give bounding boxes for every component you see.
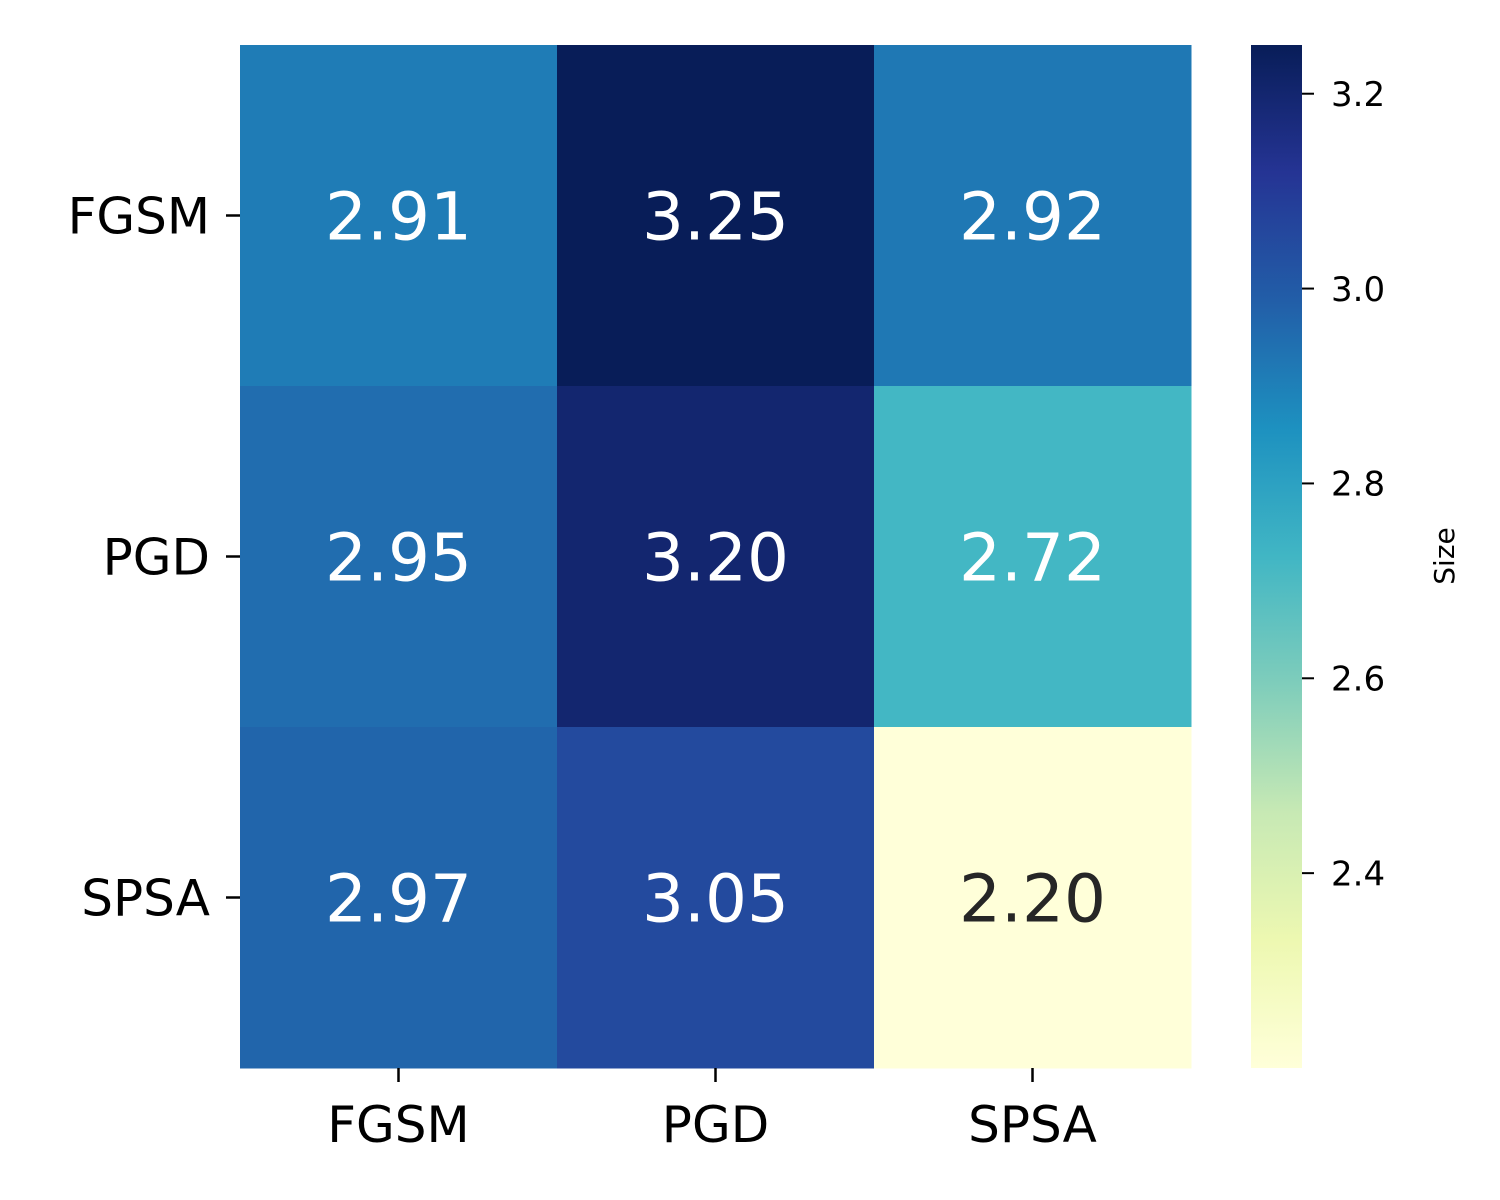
heatmap-cell-labels: 2.91 3.25 2.92 2.95 3.20 2.72 2.97 3.05 2.20 <box>325 178 1106 937</box>
heatmap-cell-spsa-fgsm <box>240 727 558 1069</box>
heatmap-cell-pgd-fgsm <box>240 386 558 728</box>
colorbar-gradient <box>1251 45 1302 1068</box>
colorbar-ticks: 2.4 2.6 2.8 3.0 3.2 <box>1302 75 1385 894</box>
cell-value-label: 2.91 <box>325 178 472 255</box>
y-tick-label: SPSA <box>81 870 210 928</box>
cell-value-label: 3.25 <box>642 178 789 255</box>
heatmap-cell-pgd-pgd <box>557 386 875 728</box>
cell-value-label: 3.05 <box>642 860 789 937</box>
heatmap-cell-fgsm-fgsm <box>240 45 558 387</box>
heatmap-cell-spsa-spsa <box>874 727 1192 1069</box>
heatmap-cell-pgd-spsa <box>874 386 1192 728</box>
cell-value-label: 2.97 <box>325 860 472 937</box>
colorbar-tick-label: 2.4 <box>1331 854 1385 894</box>
heatmap-cell-fgsm-pgd <box>557 45 875 387</box>
cell-value-label: 2.20 <box>959 860 1106 937</box>
y-tick-label: FGSM <box>68 188 210 246</box>
heatmap-cell-fgsm-spsa <box>874 45 1192 387</box>
heatmap-cell-spsa-pgd <box>557 727 875 1069</box>
cell-value-label: 2.72 <box>959 519 1106 596</box>
colorbar-tick-label: 3.0 <box>1331 270 1385 310</box>
colorbar: 2.4 2.6 2.8 3.0 3.2 Size <box>1251 45 1461 1068</box>
cell-value-label: 2.95 <box>325 519 472 596</box>
y-tick-label: PGD <box>103 529 210 587</box>
colorbar-tick-label: 2.6 <box>1331 660 1385 700</box>
colorbar-tick-label: 3.2 <box>1331 75 1385 115</box>
x-tick-label: FGSM <box>327 1096 469 1154</box>
x-tick-label: SPSA <box>968 1096 1097 1154</box>
colorbar-label: Size <box>1428 527 1461 584</box>
heatmap-cells <box>240 45 1192 1069</box>
cell-value-label: 3.20 <box>642 519 789 596</box>
cell-value-label: 2.92 <box>959 178 1106 255</box>
colorbar-tick-label: 2.8 <box>1331 465 1385 505</box>
y-axis: FGSM PGD SPSA <box>68 188 240 928</box>
x-axis: FGSM PGD SPSA <box>327 1068 1097 1154</box>
x-tick-label: PGD <box>662 1096 769 1154</box>
